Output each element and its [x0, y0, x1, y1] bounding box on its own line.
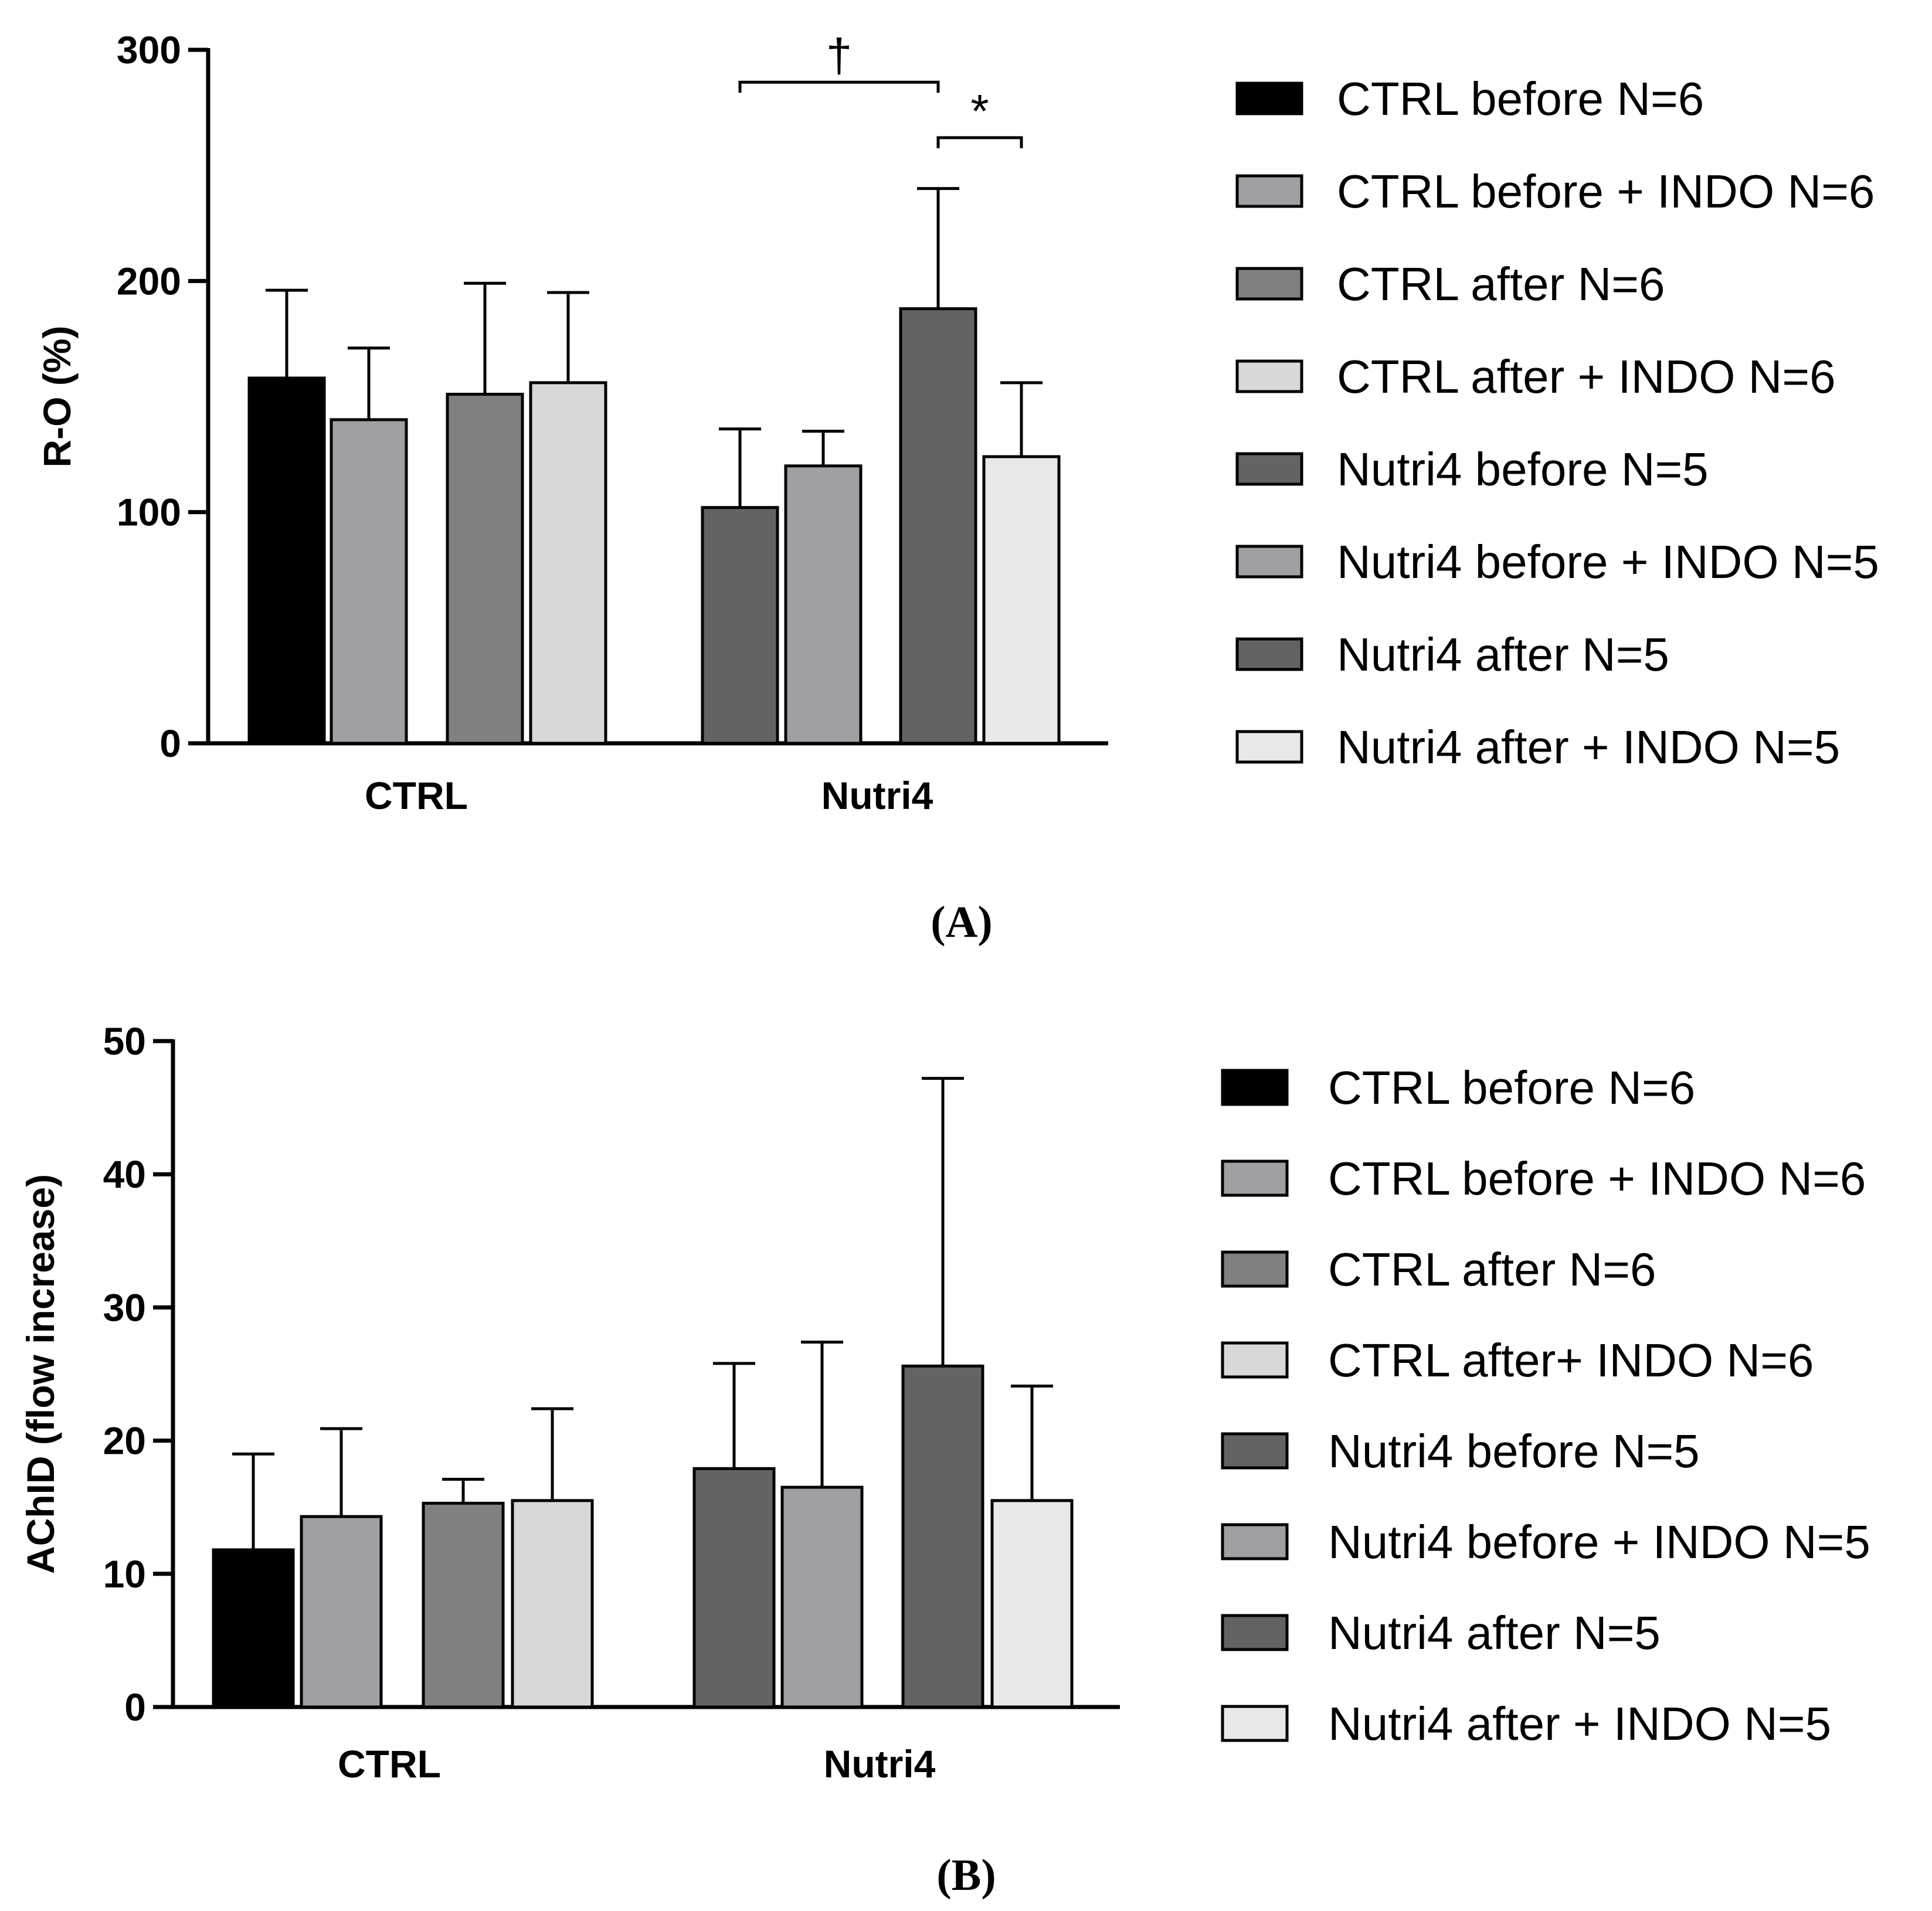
legend-swatch: [1221, 1341, 1289, 1379]
bar: [899, 307, 977, 745]
legend-label: Nutri4 before N=5: [1337, 443, 1709, 495]
bar: [990, 1499, 1074, 1709]
legend-label: CTRL after N=6: [1328, 1243, 1656, 1295]
legend-label: Nutri4 after N=5: [1337, 628, 1669, 681]
significance-marker: †: [826, 29, 853, 81]
legend-swatch: [1221, 1069, 1289, 1106]
legend-swatch: [1221, 1614, 1289, 1651]
legend-label: CTRL after+ INDO N=6: [1328, 1334, 1814, 1386]
bar: [330, 418, 408, 745]
legend-label: Nutri4 before N=5: [1328, 1425, 1700, 1477]
panel-b-chart: 0 10 20 30 40 50 AChID (flow increase) CTRL Nutr…: [19, 1019, 1870, 1900]
bar: [300, 1515, 383, 1709]
category-label: CTRL: [365, 774, 468, 817]
legend-label: Nutri4 after N=5: [1328, 1607, 1661, 1659]
bar: [529, 381, 607, 745]
legend-swatch: [1235, 637, 1303, 671]
y-tick-label: 20: [103, 1419, 146, 1463]
legend-swatch: [1235, 730, 1303, 764]
category-label: CTRL: [338, 1742, 441, 1786]
bar: [247, 376, 326, 745]
legend-swatch: [1221, 1705, 1289, 1742]
y-tick-label: 300: [117, 28, 181, 72]
legend-swatch: [1235, 545, 1303, 579]
category-label: Nutri4: [821, 774, 933, 817]
panel-a-chart: 0 100 200 300 R-O (%) CTRL Nutri4 † * CTRL before…: [35, 28, 1879, 947]
legend-label: Nutri4 after + INDO N=5: [1337, 721, 1840, 773]
bar: [446, 393, 524, 745]
legend-label: Nutri4 before + INDO N=5: [1328, 1516, 1870, 1568]
legend-label: CTRL before N=6: [1337, 73, 1704, 125]
significance-marker: *: [970, 85, 989, 137]
panel-label: (B): [936, 1851, 996, 1900]
legend-swatch: [1221, 1159, 1289, 1197]
bar: [780, 1485, 864, 1709]
legend-label: Nutri4 after + INDO N=5: [1328, 1698, 1831, 1750]
y-axis-title: AChID (flow increase): [19, 1174, 62, 1574]
y-axis-title: R-O (%): [35, 326, 79, 468]
legend-swatch: [1235, 452, 1303, 486]
bar: [901, 1364, 984, 1709]
bar: [212, 1548, 295, 1709]
bar: [692, 1467, 776, 1709]
y-tick-label: 40: [103, 1152, 146, 1196]
legend-label: CTRL before + INDO N=6: [1328, 1152, 1866, 1205]
legend-swatch: [1235, 359, 1303, 393]
category-label: Nutri4: [824, 1742, 936, 1786]
legend-label: CTRL before N=6: [1328, 1062, 1695, 1114]
legend-label: CTRL before + INDO N=6: [1337, 165, 1875, 217]
bar: [511, 1499, 594, 1709]
bar: [422, 1501, 505, 1709]
legend-swatch: [1235, 267, 1303, 301]
y-tick-label: 100: [117, 491, 181, 534]
panel-label: (A): [931, 897, 993, 947]
legend-label: Nutri4 before + INDO N=5: [1337, 536, 1879, 588]
bar: [784, 464, 863, 745]
legend-swatch: [1221, 1432, 1289, 1470]
y-tick-label: 0: [159, 722, 181, 765]
y-tick-label: 10: [103, 1552, 146, 1596]
y-tick-label: 0: [124, 1685, 146, 1729]
y-tick-label: 200: [117, 259, 181, 302]
bar: [982, 455, 1061, 745]
legend-label: CTRL after N=6: [1337, 258, 1665, 310]
y-tick-label: 30: [103, 1286, 146, 1329]
significance-bracket: [738, 80, 940, 93]
y-tick-label: 50: [103, 1019, 146, 1063]
legend-swatch: [1221, 1523, 1289, 1560]
legend-label: CTRL after + INDO N=6: [1337, 351, 1836, 403]
significance-bracket: [936, 136, 1023, 148]
legend-swatch: [1235, 81, 1303, 115]
legend-swatch: [1235, 174, 1303, 208]
bar: [701, 506, 779, 745]
legend-swatch: [1221, 1250, 1289, 1288]
